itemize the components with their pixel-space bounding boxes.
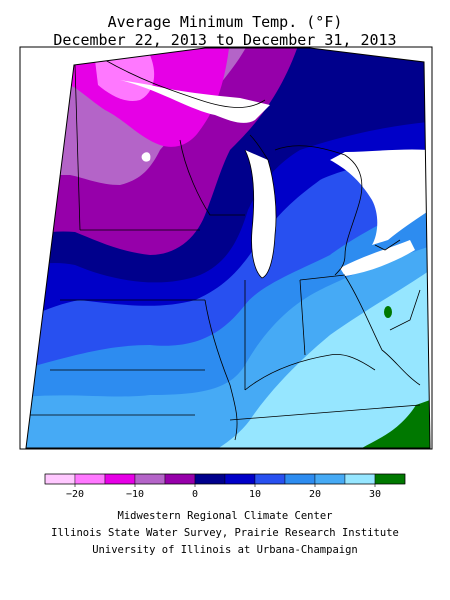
in-oh-boundary xyxy=(299,279,306,356)
legend-swatch xyxy=(374,473,406,485)
legend-swatch xyxy=(194,473,226,485)
mississippi-river xyxy=(204,299,238,441)
lake-winnebago xyxy=(141,152,151,162)
lower-peninsula xyxy=(274,145,363,276)
erie-shore xyxy=(374,239,401,251)
legend-tick-label: −10 xyxy=(126,489,144,500)
temperature-bands xyxy=(26,48,430,448)
credit-line1: Midwestern Regional Climate Center xyxy=(117,510,333,522)
legend-swatch xyxy=(44,473,76,485)
legend-tick-label: 20 xyxy=(309,489,321,500)
pa-boundary xyxy=(389,289,421,331)
band-minus20-minus15 xyxy=(95,55,155,101)
michigan-shore xyxy=(244,134,277,279)
lake-erie xyxy=(340,240,415,276)
legend-swatch xyxy=(134,473,166,485)
ky-tn-boundary xyxy=(229,404,421,421)
map-title-line2: December 22, 2013 to December 31, 2013 xyxy=(53,31,397,49)
plot-border xyxy=(19,46,433,450)
legend-swatch xyxy=(74,473,106,485)
legend-tick-label: 0 xyxy=(192,489,198,500)
legend-swatch xyxy=(314,473,346,485)
legend-swatch xyxy=(164,473,196,485)
map-frame xyxy=(25,47,431,449)
ohio-river xyxy=(244,353,376,391)
legend-swatch xyxy=(224,473,256,485)
mn-wi-boundary xyxy=(179,139,245,216)
credit-line2: Illinois State Water Survey, Prairie Res… xyxy=(51,527,399,539)
legend-swatch xyxy=(284,473,316,485)
superior-shore xyxy=(104,59,266,108)
legend-swatch xyxy=(254,473,286,485)
legend-tick-label: −20 xyxy=(66,489,84,500)
mi-oh-boundary xyxy=(299,274,346,281)
band-above-30-wv xyxy=(384,306,392,318)
oh-wv-boundary xyxy=(344,275,421,386)
legend-tick-label: 10 xyxy=(249,489,261,500)
legend-swatch xyxy=(344,473,376,485)
state-boundaries xyxy=(30,59,421,441)
lake-michigan xyxy=(245,150,277,278)
mn-west-boundary xyxy=(74,64,81,231)
credit-line3: University of Illinois at Urbana-Champai… xyxy=(92,544,358,556)
map-title-line1: Average Minimum Temp. (°F) xyxy=(107,13,343,31)
legend-frame xyxy=(44,473,406,485)
legend-tick-label: 30 xyxy=(369,489,381,500)
band-above-30 xyxy=(362,400,430,448)
lake-superior xyxy=(120,80,270,123)
lake-huron xyxy=(330,149,430,245)
legend-swatch xyxy=(104,473,136,485)
